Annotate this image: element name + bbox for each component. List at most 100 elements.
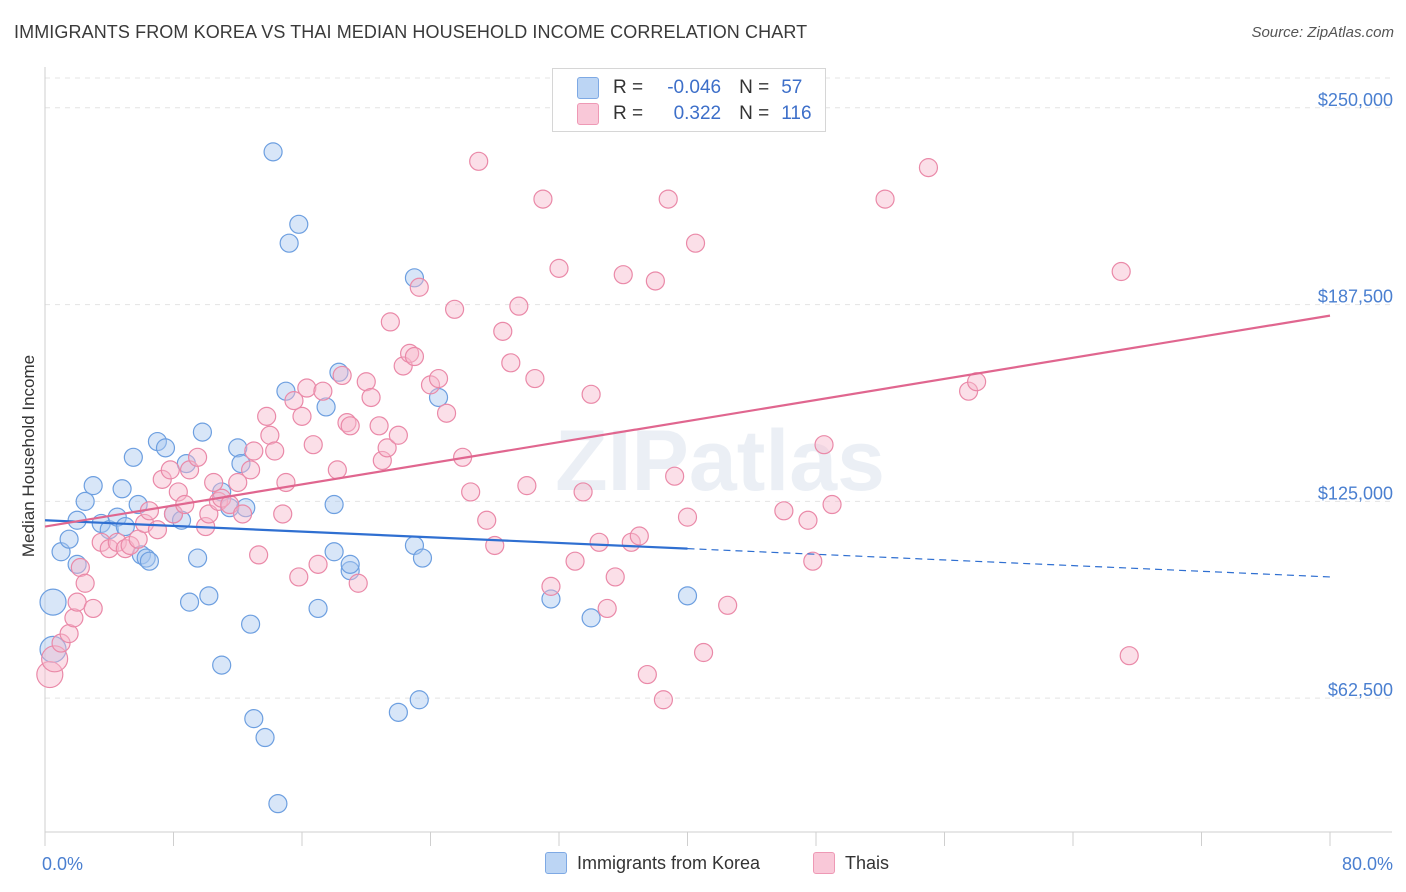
korea-point <box>289 214 309 234</box>
thai-point <box>436 403 457 423</box>
thai-point <box>565 551 585 571</box>
thai-point <box>549 258 569 278</box>
korea-point <box>231 453 251 474</box>
thai-point <box>241 460 261 480</box>
korea-point <box>324 542 344 562</box>
thai-point <box>774 501 794 521</box>
korea-point <box>581 608 601 628</box>
thai-point <box>665 466 685 486</box>
x-tick-label: 80.0% <box>1342 854 1393 874</box>
y-tick-label: $62,500 <box>1328 680 1393 700</box>
thai-point <box>393 356 413 376</box>
thai-point <box>517 476 537 496</box>
thai-point <box>340 416 360 436</box>
thai-point <box>59 624 79 644</box>
thai-point <box>372 450 392 471</box>
korea-point <box>155 438 176 458</box>
series-legend: Immigrants from Korea Thais <box>0 852 1406 878</box>
y-tick-labels: $62,500 $125,000 $187,500 $250,000 <box>1318 90 1393 700</box>
thai-point <box>597 598 617 619</box>
korea-trend-line <box>44 519 688 550</box>
thai-point <box>573 482 593 502</box>
korea-point <box>677 586 698 606</box>
legend-r-label: R = <box>613 77 644 98</box>
thai-point <box>327 460 347 480</box>
legend-n-value: 57 <box>781 77 803 98</box>
thai-point <box>361 387 381 408</box>
thai-point <box>369 416 389 436</box>
korea-point <box>187 548 208 568</box>
legend-n-label: N = <box>739 77 770 98</box>
legend-item-korea[interactable]: Immigrants from Korea <box>545 852 760 874</box>
thai-point <box>645 271 665 291</box>
thai-point <box>67 592 87 612</box>
thai-point <box>308 554 328 574</box>
y-tick-label: $187,500 <box>1318 287 1393 307</box>
thai-point <box>75 573 95 593</box>
thai-point <box>875 189 895 209</box>
thai-point <box>204 472 224 493</box>
korea-point <box>409 690 429 710</box>
thai-point <box>260 425 280 445</box>
thai-point <box>461 482 481 502</box>
thai-point <box>803 551 823 571</box>
thai-point <box>477 510 497 530</box>
x-tick-label: 0.0% <box>42 854 83 874</box>
legend-swatch-thai <box>577 103 599 125</box>
korea-point <box>139 551 160 571</box>
legend-label-thai: Thais <box>845 852 890 873</box>
thai-point <box>83 598 103 619</box>
thai-point <box>265 441 285 461</box>
legend-n-value: 116 <box>781 103 812 124</box>
thai-point <box>589 532 609 552</box>
korea-point <box>75 491 95 511</box>
korea-point <box>39 588 67 616</box>
korea-point <box>279 233 299 253</box>
thai-point <box>798 510 818 530</box>
trend-lines <box>44 314 1331 578</box>
korea-point <box>329 362 349 382</box>
thai-point <box>284 391 304 411</box>
thai-point <box>629 526 649 546</box>
legend-n-label: N = <box>739 103 770 124</box>
axes <box>44 67 1392 846</box>
thai-point <box>404 346 425 367</box>
thai-point <box>388 425 408 445</box>
thai-point <box>718 595 738 615</box>
watermark: ZIPatlas <box>555 413 885 509</box>
thai-point <box>70 557 90 578</box>
thai-point <box>337 413 357 433</box>
thai-point <box>525 368 545 389</box>
thai-point <box>469 151 489 171</box>
legend-r-label: R = <box>613 103 644 124</box>
korea-point <box>404 268 425 288</box>
thai-point <box>653 690 674 710</box>
thai-point <box>348 573 368 593</box>
thai-point <box>444 299 465 319</box>
legend-row-korea: R = -0.046 N = 57 <box>577 75 802 101</box>
korea-point <box>67 554 87 574</box>
korea-point <box>244 709 264 729</box>
x-tick-labels: 0.0% 80.0% <box>42 854 1393 874</box>
thai-point <box>409 277 429 297</box>
korea-point <box>136 548 156 568</box>
thai-point <box>677 507 698 527</box>
thai-point <box>685 233 706 253</box>
thai-point <box>64 608 84 628</box>
thai-point <box>232 504 253 524</box>
korea-point <box>241 614 261 634</box>
korea-point <box>128 494 148 515</box>
thai-point <box>187 447 208 467</box>
korea-point <box>112 479 132 499</box>
korea-point <box>412 548 433 568</box>
legend-swatch-thai <box>813 852 835 874</box>
korea-point <box>179 592 200 612</box>
thai-point <box>292 406 312 426</box>
thai-point <box>313 381 333 401</box>
korea-point <box>83 476 103 496</box>
thai-point <box>658 189 678 209</box>
y-axis-label: Median Household Income <box>19 355 38 557</box>
legend-item-thai[interactable]: Thais <box>813 852 889 874</box>
korea-point <box>212 655 232 675</box>
thai-point <box>581 384 601 404</box>
